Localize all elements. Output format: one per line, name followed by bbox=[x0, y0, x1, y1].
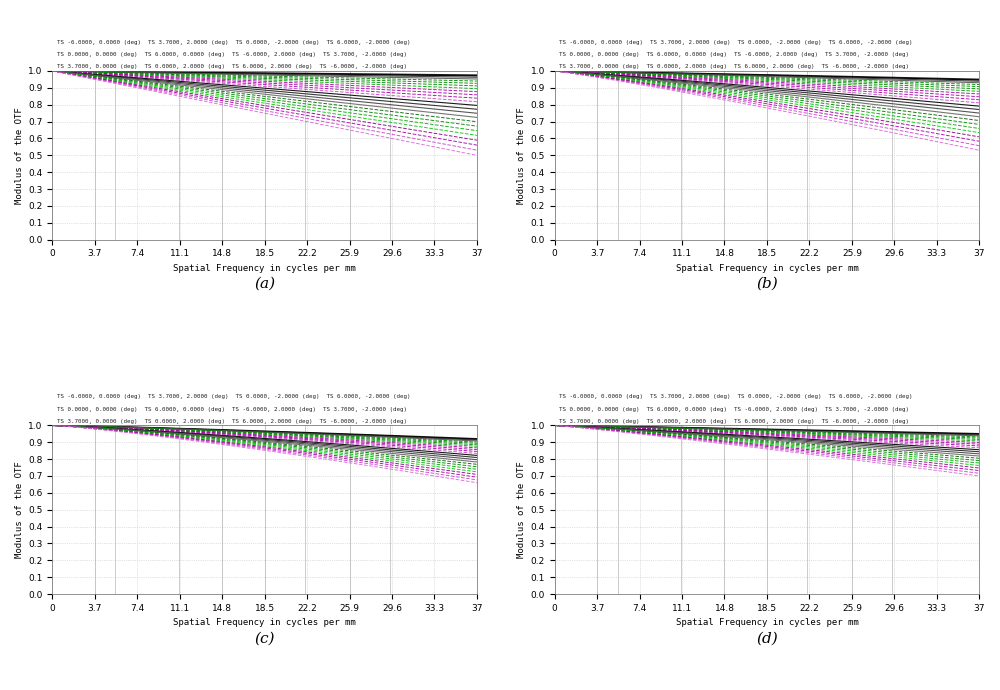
Text: TS 3.7000, 0.0000 (deg)  TS 0.0000, 2.0000 (deg)  TS 6.0000, 2.0000 (deg)  TS -6: TS 3.7000, 0.0000 (deg) TS 0.0000, 2.000… bbox=[559, 419, 909, 424]
Text: TS 3.7000, 0.0000 (deg)  TS 0.0000, 2.0000 (deg)  TS 6.0000, 2.0000 (deg)  TS -6: TS 3.7000, 0.0000 (deg) TS 0.0000, 2.000… bbox=[57, 419, 407, 424]
Text: TS -6.0000, 0.0000 (deg)  TS 3.7000, 2.0000 (deg)  TS 0.0000, -2.0000 (deg)  TS : TS -6.0000, 0.0000 (deg) TS 3.7000, 2.00… bbox=[559, 395, 912, 400]
Text: (c): (c) bbox=[254, 631, 275, 645]
Text: (b): (b) bbox=[756, 277, 778, 290]
Y-axis label: Modulus of the OTF: Modulus of the OTF bbox=[517, 107, 526, 204]
Text: (d): (d) bbox=[756, 631, 778, 645]
Text: TS 0.0000, 0.0000 (deg)  TS 6.0000, 0.0000 (deg)  TS -6.0000, 2.0000 (deg)  TS 3: TS 0.0000, 0.0000 (deg) TS 6.0000, 0.000… bbox=[57, 52, 407, 57]
X-axis label: Spatial Frequency in cycles per mm: Spatial Frequency in cycles per mm bbox=[173, 264, 356, 273]
X-axis label: Spatial Frequency in cycles per mm: Spatial Frequency in cycles per mm bbox=[676, 264, 858, 273]
Y-axis label: Modulus of the OTF: Modulus of the OTF bbox=[15, 462, 24, 558]
Text: TS 0.0000, 0.0000 (deg)  TS 6.0000, 0.0000 (deg)  TS -6.0000, 2.0000 (deg)  TS 3: TS 0.0000, 0.0000 (deg) TS 6.0000, 0.000… bbox=[57, 406, 407, 411]
Text: TS 3.7000, 0.0000 (deg)  TS 0.0000, 2.0000 (deg)  TS 6.0000, 2.0000 (deg)  TS -6: TS 3.7000, 0.0000 (deg) TS 0.0000, 2.000… bbox=[559, 64, 909, 69]
Text: TS 0.0000, 0.0000 (deg)  TS 6.0000, 0.0000 (deg)  TS -6.0000, 2.0000 (deg)  TS 3: TS 0.0000, 0.0000 (deg) TS 6.0000, 0.000… bbox=[559, 406, 909, 411]
Text: TS -6.0000, 0.0000 (deg)  TS 3.7000, 2.0000 (deg)  TS 0.0000, -2.0000 (deg)  TS : TS -6.0000, 0.0000 (deg) TS 3.7000, 2.00… bbox=[57, 395, 410, 400]
Y-axis label: Modulus of the OTF: Modulus of the OTF bbox=[517, 462, 526, 558]
Y-axis label: Modulus of the OTF: Modulus of the OTF bbox=[15, 107, 24, 204]
Text: (a): (a) bbox=[254, 277, 275, 290]
Text: TS -6.0000, 0.0000 (deg)  TS 3.7000, 2.0000 (deg)  TS 0.0000, -2.0000 (deg)  TS : TS -6.0000, 0.0000 (deg) TS 3.7000, 2.00… bbox=[57, 40, 410, 45]
Text: TS 0.0000, 0.0000 (deg)  TS 6.0000, 0.0000 (deg)  TS -6.0000, 2.0000 (deg)  TS 3: TS 0.0000, 0.0000 (deg) TS 6.0000, 0.000… bbox=[559, 52, 909, 57]
X-axis label: Spatial Frequency in cycles per mm: Spatial Frequency in cycles per mm bbox=[173, 618, 356, 627]
Text: TS -6.0000, 0.0000 (deg)  TS 3.7000, 2.0000 (deg)  TS 0.0000, -2.0000 (deg)  TS : TS -6.0000, 0.0000 (deg) TS 3.7000, 2.00… bbox=[559, 40, 912, 45]
Text: TS 3.7000, 0.0000 (deg)  TS 0.0000, 2.0000 (deg)  TS 6.0000, 2.0000 (deg)  TS -6: TS 3.7000, 0.0000 (deg) TS 0.0000, 2.000… bbox=[57, 64, 407, 69]
X-axis label: Spatial Frequency in cycles per mm: Spatial Frequency in cycles per mm bbox=[676, 618, 858, 627]
